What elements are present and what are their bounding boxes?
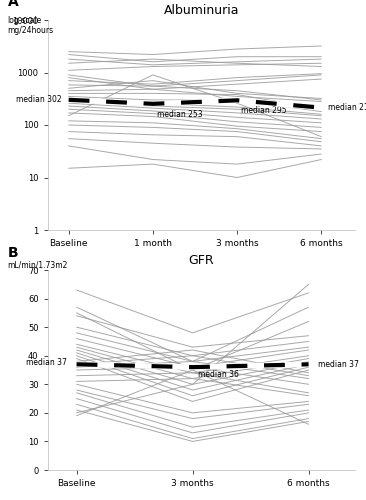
Text: median 37: median 37 — [26, 358, 67, 368]
Text: A: A — [8, 0, 18, 9]
Text: median 214: median 214 — [328, 103, 366, 112]
Text: median 37: median 37 — [318, 360, 359, 369]
Text: B: B — [8, 246, 18, 260]
Title: Albuminuria: Albuminuria — [164, 4, 239, 18]
Text: median 253: median 253 — [157, 110, 203, 118]
Text: mL/min/1.73m2: mL/min/1.73m2 — [8, 260, 68, 269]
Title: GFR: GFR — [188, 254, 214, 268]
Text: median 302: median 302 — [16, 96, 62, 104]
Text: log-scale
mg/24hours: log-scale mg/24hours — [8, 16, 54, 35]
Text: median 295: median 295 — [241, 106, 287, 115]
Text: median 36: median 36 — [198, 370, 239, 379]
